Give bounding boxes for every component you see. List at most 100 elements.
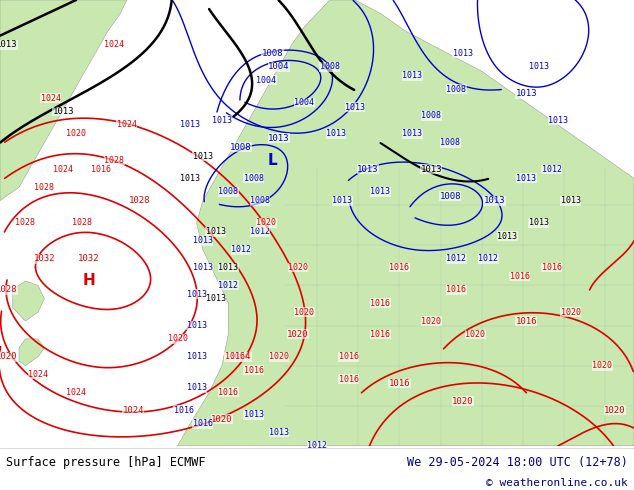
Text: 1020: 1020	[452, 397, 474, 406]
Text: 1020: 1020	[592, 361, 612, 370]
Text: 1024: 1024	[117, 121, 137, 129]
Text: 1013: 1013	[560, 196, 581, 205]
Text: 1004: 1004	[268, 62, 290, 72]
Text: 1016: 1016	[91, 165, 112, 174]
Text: 1008: 1008	[230, 143, 252, 151]
Text: 1016: 1016	[174, 406, 194, 415]
Text: 1013: 1013	[516, 174, 536, 183]
Text: 1016: 1016	[193, 419, 213, 428]
Text: 1028: 1028	[34, 183, 55, 192]
Text: 1004: 1004	[294, 98, 314, 107]
Text: 1028: 1028	[0, 285, 17, 294]
Text: 1013: 1013	[212, 116, 232, 125]
Text: 1013: 1013	[402, 129, 422, 138]
Text: 1020: 1020	[560, 308, 581, 317]
Text: 1013: 1013	[268, 134, 290, 143]
Text: 1016: 1016	[515, 317, 537, 325]
Text: 1013: 1013	[548, 116, 568, 125]
Text: 1024: 1024	[230, 352, 252, 361]
Text: 1013: 1013	[332, 196, 353, 205]
Text: 1013: 1013	[193, 263, 213, 272]
Text: 1016: 1016	[370, 330, 391, 339]
Text: 1013: 1013	[218, 263, 238, 272]
Text: 1016: 1016	[510, 272, 530, 281]
Text: 1008: 1008	[218, 187, 238, 196]
Text: 1020: 1020	[604, 406, 626, 415]
Text: 1028: 1028	[104, 156, 124, 165]
Text: 1024: 1024	[53, 165, 74, 174]
Text: 1016: 1016	[339, 374, 359, 384]
Text: 1020: 1020	[66, 129, 86, 138]
Text: 1020: 1020	[269, 352, 289, 361]
Text: 1020: 1020	[465, 330, 486, 339]
Text: 1013: 1013	[345, 102, 365, 112]
Text: 1016: 1016	[218, 388, 238, 397]
Polygon shape	[0, 0, 127, 201]
Text: 1024: 1024	[122, 406, 144, 415]
Text: Surface pressure [hPa] ECMWF: Surface pressure [hPa] ECMWF	[6, 456, 206, 469]
Text: 1012: 1012	[218, 281, 238, 290]
Text: 1020: 1020	[211, 415, 233, 424]
Text: 1024: 1024	[28, 370, 48, 379]
Text: 1028: 1028	[15, 219, 36, 227]
Text: 1008: 1008	[421, 111, 441, 121]
Text: 1013: 1013	[193, 236, 213, 245]
Text: 1012: 1012	[541, 165, 562, 174]
Text: 1032: 1032	[34, 254, 55, 263]
Text: 1012: 1012	[250, 227, 270, 236]
Text: 1013: 1013	[193, 151, 213, 161]
Text: We 29-05-2024 18:00 UTC (12+78): We 29-05-2024 18:00 UTC (12+78)	[407, 456, 628, 469]
Text: 1013: 1013	[453, 49, 473, 58]
Text: 1013: 1013	[186, 384, 207, 392]
Text: 1013: 1013	[515, 89, 537, 98]
Text: 1013: 1013	[180, 121, 200, 129]
Text: 1012: 1012	[446, 254, 467, 263]
Text: 1004: 1004	[256, 76, 276, 85]
Text: 1013: 1013	[205, 227, 226, 236]
Text: 1028: 1028	[129, 196, 150, 205]
Text: 1016: 1016	[541, 263, 562, 272]
Text: 1016: 1016	[339, 352, 359, 361]
Text: 1008: 1008	[440, 138, 460, 147]
Text: 1008: 1008	[446, 85, 467, 94]
Text: 1013: 1013	[357, 165, 378, 174]
Text: 1013: 1013	[205, 294, 226, 303]
Text: 1016: 1016	[224, 352, 245, 361]
Text: 1016: 1016	[389, 379, 410, 388]
Text: 1020: 1020	[288, 263, 308, 272]
Text: 1020: 1020	[294, 308, 314, 317]
Text: 1013: 1013	[497, 232, 517, 241]
Text: 1012: 1012	[307, 441, 327, 450]
Text: 1013: 1013	[402, 72, 422, 80]
Text: 1013: 1013	[326, 129, 346, 138]
Text: 1016: 1016	[243, 366, 264, 374]
Text: 1012: 1012	[231, 245, 251, 254]
Text: L: L	[268, 153, 278, 168]
Polygon shape	[13, 281, 44, 321]
Text: 1008: 1008	[439, 192, 461, 201]
Text: 1024: 1024	[41, 94, 61, 102]
Text: 1013: 1013	[269, 428, 289, 437]
Text: 1008: 1008	[250, 196, 270, 205]
Text: 1013: 1013	[186, 290, 207, 299]
Text: 1008: 1008	[262, 49, 283, 58]
Text: 1028: 1028	[72, 219, 93, 227]
Text: 1013: 1013	[243, 410, 264, 419]
Text: © weatheronline.co.uk: © weatheronline.co.uk	[486, 478, 628, 489]
Text: 1020: 1020	[256, 219, 276, 227]
Text: 1013: 1013	[53, 107, 74, 116]
Text: 1032: 1032	[78, 254, 100, 263]
Text: 1013: 1013	[529, 62, 549, 72]
Text: 1013: 1013	[0, 40, 17, 49]
Text: 1016: 1016	[389, 263, 410, 272]
Text: 1020: 1020	[287, 330, 309, 339]
Text: 1013: 1013	[180, 174, 200, 183]
Text: 1008: 1008	[320, 62, 340, 72]
Text: 1024: 1024	[104, 40, 124, 49]
Polygon shape	[19, 339, 44, 366]
Text: 1020: 1020	[167, 334, 188, 343]
Text: 1016: 1016	[446, 285, 467, 294]
Text: 1013: 1013	[186, 352, 207, 361]
Text: 1016: 1016	[370, 299, 391, 308]
Text: 1013: 1013	[370, 187, 391, 196]
